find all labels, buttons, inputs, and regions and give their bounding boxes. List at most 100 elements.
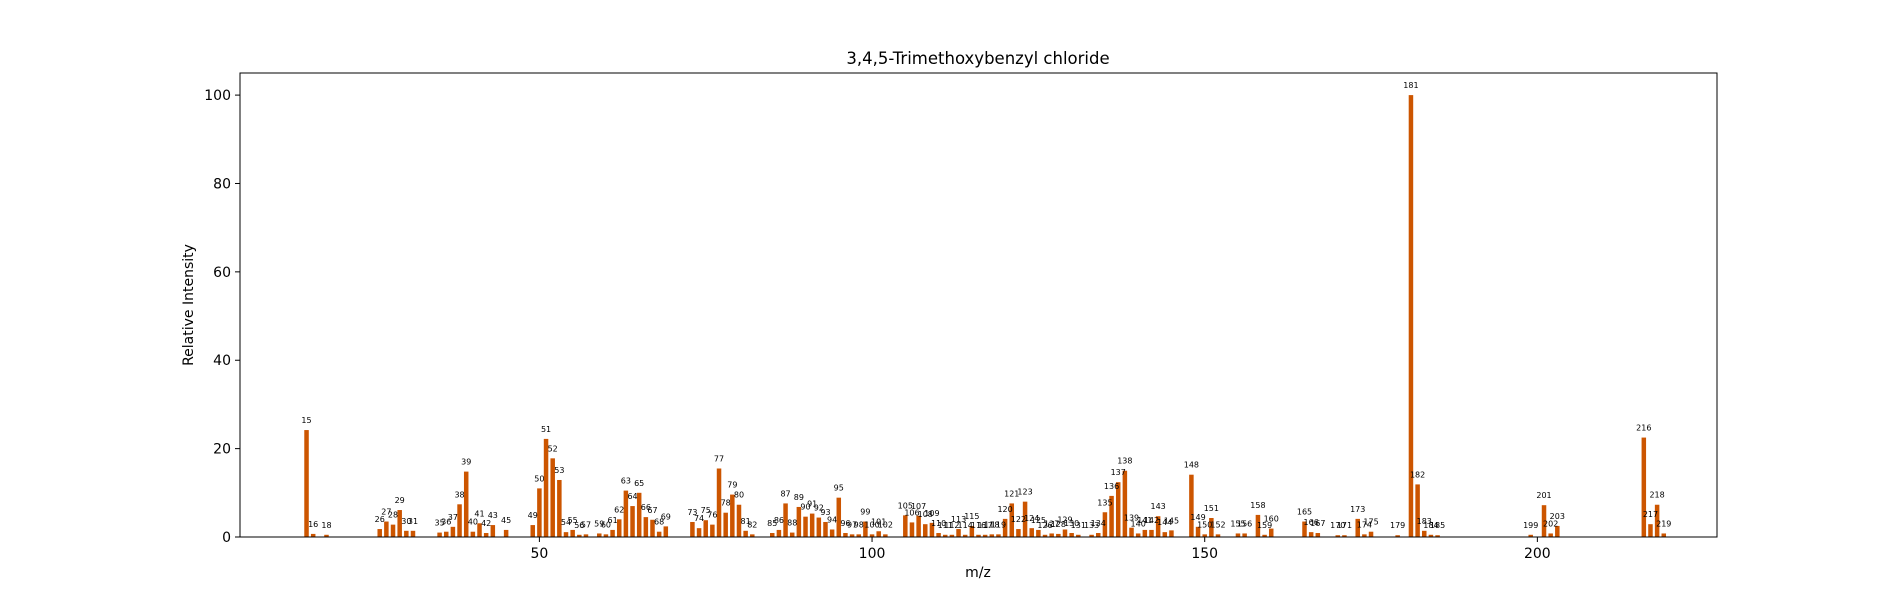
bar-label-mz-199: 199: [1523, 521, 1538, 530]
bar-label-mz-55: 55: [568, 516, 578, 525]
bar-mz-89: [796, 506, 802, 537]
bar-mz-165: [1302, 521, 1307, 537]
bar-mz-94: [829, 529, 835, 537]
bar-mz-133: [1089, 534, 1094, 537]
bar-label-mz-175: 175: [1363, 518, 1378, 527]
bar-mz-108: [923, 524, 928, 537]
bar-label-mz-16: 16: [308, 520, 318, 529]
bar-label-mz-63: 63: [621, 477, 631, 486]
bar-label-mz-69: 69: [661, 512, 671, 521]
bar-label-mz-77: 77: [714, 455, 724, 464]
bar-mz-82: [750, 534, 755, 537]
bar-mz-170: [1335, 535, 1341, 537]
bar-label-mz-119: 119: [991, 520, 1006, 529]
bar-label-mz-114: 114: [958, 521, 973, 530]
bar-mz-45: [503, 529, 509, 537]
bar-mz-41: [477, 523, 482, 537]
bar-mz-131: [1076, 534, 1081, 537]
bar-label-mz-45: 45: [501, 516, 511, 525]
bar-mz-61: [610, 529, 615, 537]
bar-label-mz-37: 37: [448, 513, 458, 522]
bar-label-mz-90: 90: [800, 503, 810, 512]
bar-mz-127: [1049, 533, 1054, 537]
bar-label-mz-182: 182: [1410, 470, 1425, 479]
bar-label-mz-76: 76: [707, 511, 717, 520]
bar-mz-91: [809, 513, 815, 537]
bar-label-mz-108: 108: [918, 510, 933, 519]
bar-label-mz-94: 94: [827, 515, 837, 524]
bar-mz-113: [956, 529, 961, 537]
bar-label-mz-92: 92: [814, 504, 824, 513]
bar-mz-29: [397, 510, 402, 537]
bar-mz-102: [883, 534, 888, 537]
ticks-layer: 50 100 150 200 0 20 40 60 80 100: [204, 88, 1550, 562]
bar-mz-16: [310, 533, 316, 537]
bar-mz-201: [1541, 505, 1547, 537]
bar-mz-36: [444, 531, 449, 537]
bar-mz-80: [736, 504, 742, 537]
bar-label-mz-148: 148: [1184, 461, 1199, 470]
bar-label-mz-27: 27: [381, 508, 391, 517]
bars-layer: [304, 95, 1667, 537]
bar-mz-90: [803, 516, 808, 537]
bar-mz-81: [743, 530, 748, 537]
bar-mz-49: [530, 525, 535, 537]
bar-label-mz-217: 217: [1643, 510, 1658, 519]
bar-mz-111: [942, 534, 948, 537]
bar-mz-173: [1355, 518, 1360, 537]
bar-label-mz-74: 74: [694, 514, 704, 523]
bar-mz-51: [543, 438, 549, 537]
bar-label-mz-26: 26: [375, 515, 385, 524]
bar-mz-115: [969, 525, 975, 537]
bar-label-mz-120: 120: [997, 505, 1012, 514]
bar-label-mz-203: 203: [1550, 512, 1565, 521]
bar-label-mz-115: 115: [964, 512, 979, 521]
bar-mz-93: [823, 521, 828, 537]
bar-label-mz-91: 91: [807, 500, 817, 509]
bar-mz-158: [1255, 514, 1261, 537]
bar-label-mz-80: 80: [734, 491, 744, 500]
bar-mz-120: [1002, 518, 1008, 537]
bar-mz-171: [1342, 535, 1347, 537]
bar-mz-65: [636, 492, 642, 537]
bar-label-mz-170: 170: [1330, 521, 1345, 530]
bar-label-mz-101: 101: [871, 517, 886, 526]
bar-mz-76: [710, 524, 715, 537]
bar-mz-141: [1142, 529, 1148, 537]
bar-label-mz-149: 149: [1190, 513, 1205, 522]
bar-label-mz-112: 112: [944, 521, 959, 530]
bar-label-mz-102: 102: [878, 520, 893, 529]
bar-label-mz-68: 68: [654, 518, 664, 527]
bar-mz-60: [603, 534, 609, 537]
y-tick-label: 0: [222, 530, 231, 546]
bar-mz-73: [690, 521, 695, 537]
bar-mz-55: [570, 529, 575, 537]
bar-label-mz-53: 53: [554, 466, 564, 475]
bar-label-mz-160: 160: [1264, 515, 1279, 524]
bar-label-mz-216: 216: [1636, 424, 1651, 433]
bar-mz-116: [976, 534, 981, 537]
bar-mz-97: [849, 534, 855, 537]
bar-label-mz-67: 67: [647, 506, 657, 515]
bar-mz-136: [1109, 495, 1114, 537]
bar-mz-53: [557, 479, 562, 537]
bar-mz-105: [903, 515, 908, 537]
bar-label-mz-49: 49: [528, 511, 538, 520]
bar-mz-101: [876, 531, 881, 537]
bar-label-mz-116: 116: [971, 521, 986, 530]
bar-label-mz-125: 125: [1031, 516, 1046, 525]
bar-mz-79: [730, 494, 735, 537]
bar-label-mz-131: 131: [1071, 521, 1086, 530]
bar-label-mz-141: 141: [1137, 516, 1152, 525]
bar-mz-175: [1368, 531, 1374, 537]
bar-mz-160: [1268, 528, 1274, 537]
bar-label-mz-52: 52: [548, 444, 558, 453]
bar-label-mz-30: 30: [401, 517, 411, 526]
bar-label-mz-97: 97: [847, 520, 857, 529]
bar-label-mz-127: 127: [1044, 519, 1059, 528]
bar-label-mz-43: 43: [488, 511, 498, 520]
bar-label-mz-156: 156: [1237, 519, 1252, 528]
bar-mz-96: [843, 533, 848, 537]
bar-label-mz-173: 173: [1350, 505, 1365, 514]
